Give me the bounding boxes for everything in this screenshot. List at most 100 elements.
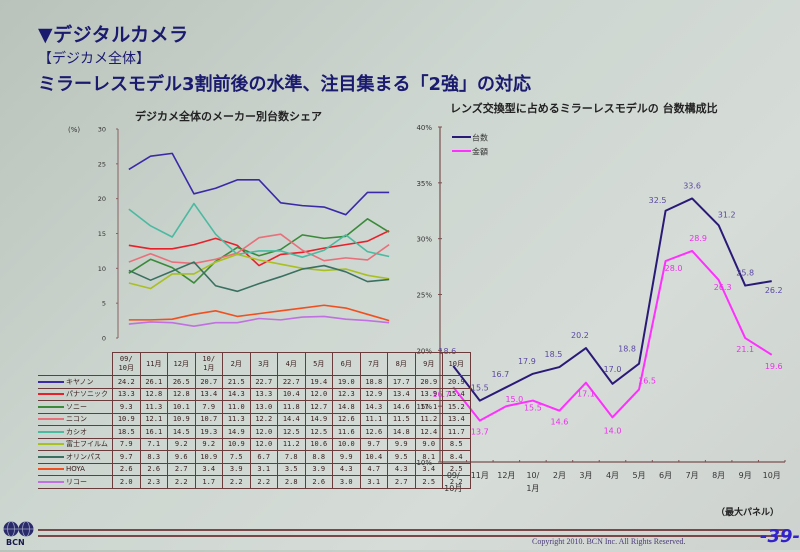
table-row: ソニー 9.3 11.3 10.1 7.9 11.0 13.0 11.8 12.7 14.8 14.…: [38, 400, 471, 414]
table-cell: 10.9: [167, 412, 196, 426]
table-cell: 11.6: [332, 425, 361, 439]
data-label: 19.6: [765, 362, 783, 371]
x-tick-label: 4月: [606, 471, 619, 480]
data-label: 28.9: [689, 234, 707, 243]
legend-entry: カシオ: [38, 425, 113, 439]
table-cell: 9.2: [194, 437, 223, 451]
column-header: 09/10月: [112, 352, 141, 376]
data-label: 15.5: [471, 384, 489, 393]
table-cell: 11.8: [277, 400, 306, 414]
table-cell: 13.4: [194, 387, 223, 401]
table-cell: 1.7: [194, 475, 223, 489]
page-number: -39-: [760, 526, 800, 547]
legend-swatch: [38, 455, 64, 458]
table-cell: 26.5: [167, 375, 196, 389]
series-line: [128, 218, 390, 284]
table-cell: 10.4: [277, 387, 306, 401]
table-cell: 14.9: [304, 412, 333, 426]
y-tick-label: 20: [98, 195, 106, 203]
table-cell: 2.3: [139, 475, 168, 489]
table-cell: 2.5: [442, 462, 471, 476]
data-label: 28.0: [665, 264, 683, 273]
table-cell: 10.7: [194, 412, 223, 426]
table-cell: 2.7: [387, 475, 416, 489]
table-cell: 12.6: [332, 412, 361, 426]
series-line: [128, 233, 390, 265]
footer-rule-top: [38, 529, 788, 531]
table-cell: 4.3: [332, 462, 361, 476]
table-cell: 2.2: [167, 475, 196, 489]
panel-note: （最大パネル）: [716, 508, 780, 518]
series-line: [128, 229, 390, 267]
x-tick-label: 9月: [739, 471, 752, 480]
column-header: 8月: [387, 352, 416, 376]
table-cell: 12.0: [249, 425, 278, 439]
x-tick-label: 7月: [686, 471, 699, 480]
table-cell: 20.9: [442, 375, 471, 389]
x-tick-label: 11月: [471, 471, 489, 480]
table-cell: 10.1: [167, 400, 196, 414]
table-cell: 11.0: [222, 400, 251, 414]
table-cell: 2.2: [222, 475, 251, 489]
table-row: HOYA 2.6 2.6 2.7 3.4 3.9 3.1 3.5 3.9 4.3 4.7 4.3 3.4…: [38, 462, 471, 476]
column-header: 6月: [332, 352, 361, 376]
data-label: 14.6: [551, 418, 569, 427]
legend-entry: ニコン: [38, 412, 113, 426]
data-label: 33.6: [683, 181, 701, 190]
table-cell: 8.4: [442, 450, 471, 464]
legend-swatch: [38, 405, 64, 408]
table-cell: 2.2: [442, 475, 471, 489]
table-cell: 12.8: [167, 387, 196, 401]
table-cell: 24.2: [112, 375, 141, 389]
data-label: 15.5: [524, 404, 542, 413]
table-cell: 13.4: [387, 387, 416, 401]
table-cell: 12.0: [304, 387, 333, 401]
table-cell: 22.7: [277, 375, 306, 389]
legend-swatch: [38, 380, 64, 383]
x-tick-label: 8月: [712, 471, 725, 480]
data-label: 18.8: [618, 345, 636, 354]
y-tick-label: 15: [98, 230, 106, 238]
column-header: 11月: [139, 352, 168, 376]
legend-swatch: [38, 430, 64, 433]
legend-entry: HOYA: [38, 462, 113, 476]
table-cell: 9.2: [167, 437, 196, 451]
column-header: 2月: [222, 352, 251, 376]
x-tick-label: 1月: [526, 484, 539, 493]
logo-text: BCN: [6, 538, 25, 547]
table-row: 富士フイルム 7.9 7.1 9.2 9.2 10.9 12.0 11.2 10.6 10.0 9.…: [38, 437, 471, 451]
data-label: 17.9: [518, 357, 536, 366]
left-chart: (%) 0 5 10 15 20 25 30: [68, 126, 390, 343]
data-label: 26.3: [714, 283, 732, 292]
x-tick-label: 2月: [553, 471, 566, 480]
data-label: 17.1: [577, 390, 595, 399]
table-cell: 11.3: [139, 400, 168, 414]
table-cell: 14.8: [387, 425, 416, 439]
table-cell: 2.6: [304, 475, 333, 489]
table-cell: 12.4: [414, 425, 443, 439]
table-cell: 14.9: [222, 425, 251, 439]
table-cell: 7.1: [139, 437, 168, 451]
legend-swatch: [38, 443, 64, 446]
table-row: オリンパス 9.7 8.3 9.6 10.9 7.5 6.7 7.8 8.8 9.9 10.4 9.5…: [38, 450, 471, 464]
table-cell: 3.5: [277, 462, 306, 476]
left-chart-title: デジカメ全体のメーカー別台数シェア: [135, 110, 322, 123]
legend-entry: ソニー: [38, 400, 113, 414]
table-cell: 3.4: [194, 462, 223, 476]
y-axis-label: (%): [68, 126, 80, 134]
table-cell: 12.1: [139, 412, 168, 426]
table-cell: 18.5: [112, 425, 141, 439]
table-cell: 3.1: [249, 462, 278, 476]
table-row: リコー 2.0 2.3 2.2 1.7 2.2 2.2 2.8 2.6 3.0 3.1 2.7 2.5 2…: [38, 475, 471, 489]
x-tick-label: 12月: [497, 471, 515, 480]
table-cell: 14.3: [359, 400, 388, 414]
legend-label: キヤノン: [66, 377, 94, 386]
table-cell: 14.3: [222, 387, 251, 401]
legend-swatch: [38, 480, 64, 483]
data-label: 26.2: [765, 286, 783, 295]
legend-entry: パナソニック: [38, 387, 113, 401]
table-cell: 4.7: [359, 462, 388, 476]
table-cell: 12.3: [332, 387, 361, 401]
table-cell: 2.2: [249, 475, 278, 489]
table-cell: 7.5: [222, 450, 251, 464]
